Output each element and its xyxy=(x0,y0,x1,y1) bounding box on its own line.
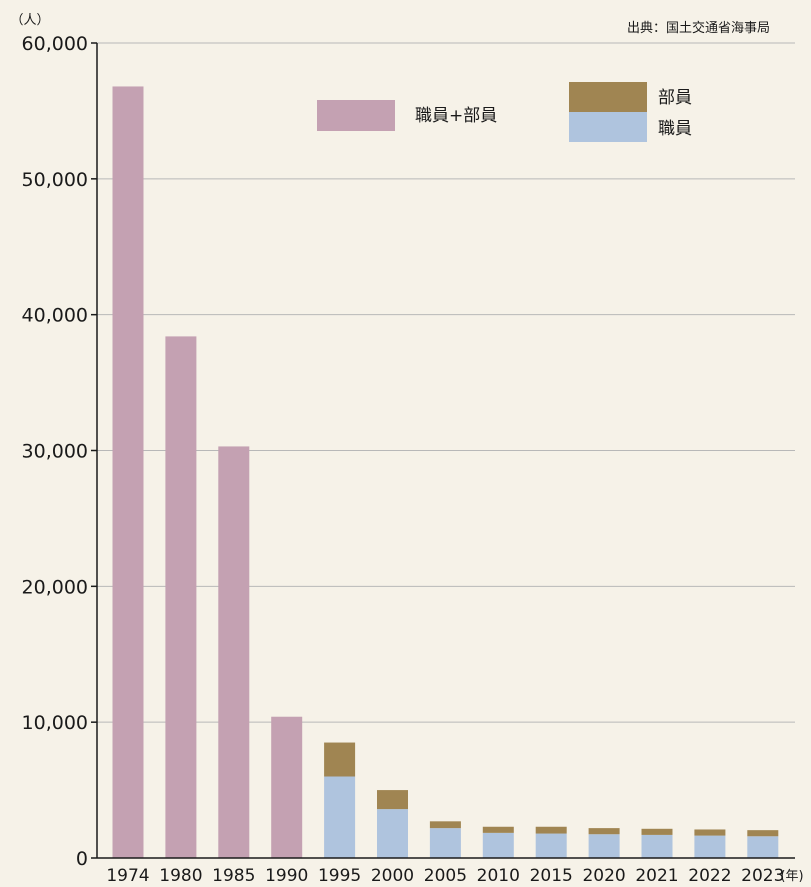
bar-2022-series-1 xyxy=(694,835,726,858)
gridlines xyxy=(97,42,795,723)
x-tick-label-2023: 2023 xyxy=(741,866,784,886)
bar-1985-series-0 xyxy=(218,446,250,858)
legend-label-officer: 職員 xyxy=(658,119,692,139)
x-unit-label: (年) xyxy=(780,869,803,884)
y-tick-label-1: 10,000 xyxy=(22,712,88,734)
bar-2010-series-2 xyxy=(482,826,514,833)
x-tick-label-2022: 2022 xyxy=(688,866,731,886)
axes xyxy=(91,42,795,859)
x-tick-label-2000: 2000 xyxy=(371,866,414,886)
x-tick-label-1995: 1995 xyxy=(318,866,361,886)
y-tick-label-3: 30,000 xyxy=(22,441,88,463)
y-tick-label-0: 0 xyxy=(76,848,88,870)
bar-2022-series-2 xyxy=(694,829,726,836)
legend-label-crew: 部員 xyxy=(658,88,692,108)
x-tick-label-1990: 1990 xyxy=(265,866,308,886)
legend: 職員+部員 部員 職員 xyxy=(317,82,692,142)
bar-1995-series-1 xyxy=(324,776,356,858)
bar-2015-series-1 xyxy=(535,833,567,858)
x-tick-label-2020: 2020 xyxy=(582,866,625,886)
x-tick-label-2015: 2015 xyxy=(530,866,573,886)
x-tick-label-2010: 2010 xyxy=(477,866,520,886)
y-tick-label-4: 40,000 xyxy=(22,305,88,327)
bar-2000-series-1 xyxy=(377,809,408,858)
bar-2021-series-2 xyxy=(641,828,673,835)
x-tick-label-2005: 2005 xyxy=(424,866,467,886)
legend-swatch-combined xyxy=(317,100,395,131)
y-unit-label: （人） xyxy=(10,13,49,28)
bar-2000-series-2 xyxy=(377,790,408,810)
bar-2021-series-1 xyxy=(641,834,673,858)
bar-2005-series-1 xyxy=(429,828,461,858)
bar-2005-series-2 xyxy=(429,821,461,829)
y-tick-labels: 0 10,000 20,000 30,000 40,000 50,000 60,000 xyxy=(22,33,88,870)
y-tick-label-5: 50,000 xyxy=(22,169,88,191)
bar-2015-series-2 xyxy=(535,826,567,834)
x-tick-labels: 1974 1980 1985 1990 1995 2000 2005 2010 2015 2020… xyxy=(106,866,784,886)
y-tick-label-2: 20,000 xyxy=(22,576,88,598)
x-tick-label-1985: 1985 xyxy=(212,866,255,886)
bar-2023-series-2 xyxy=(747,830,779,837)
bar-1990-series-0 xyxy=(271,716,303,858)
legend-swatch-crew xyxy=(569,82,647,112)
bar-2020-series-2 xyxy=(588,828,620,835)
legend-swatch-officer xyxy=(569,112,647,142)
bar-1980-series-0 xyxy=(165,336,197,858)
bar-2023-series-1 xyxy=(747,836,779,858)
bar-2020-series-1 xyxy=(588,834,620,858)
x-tick-label-1980: 1980 xyxy=(159,866,202,886)
x-tick-label-1974: 1974 xyxy=(106,866,149,886)
source-label: 出典：国土交通省海事局 xyxy=(627,20,770,36)
x-tick-label-2021: 2021 xyxy=(635,866,678,886)
bars xyxy=(112,86,779,858)
legend-label-combined: 職員+部員 xyxy=(415,106,497,126)
y-tick-label-6: 60,000 xyxy=(22,33,88,55)
bar-2010-series-1 xyxy=(482,832,514,858)
bar-1995-series-2 xyxy=(324,742,356,777)
bar-1974-series-0 xyxy=(112,86,144,858)
